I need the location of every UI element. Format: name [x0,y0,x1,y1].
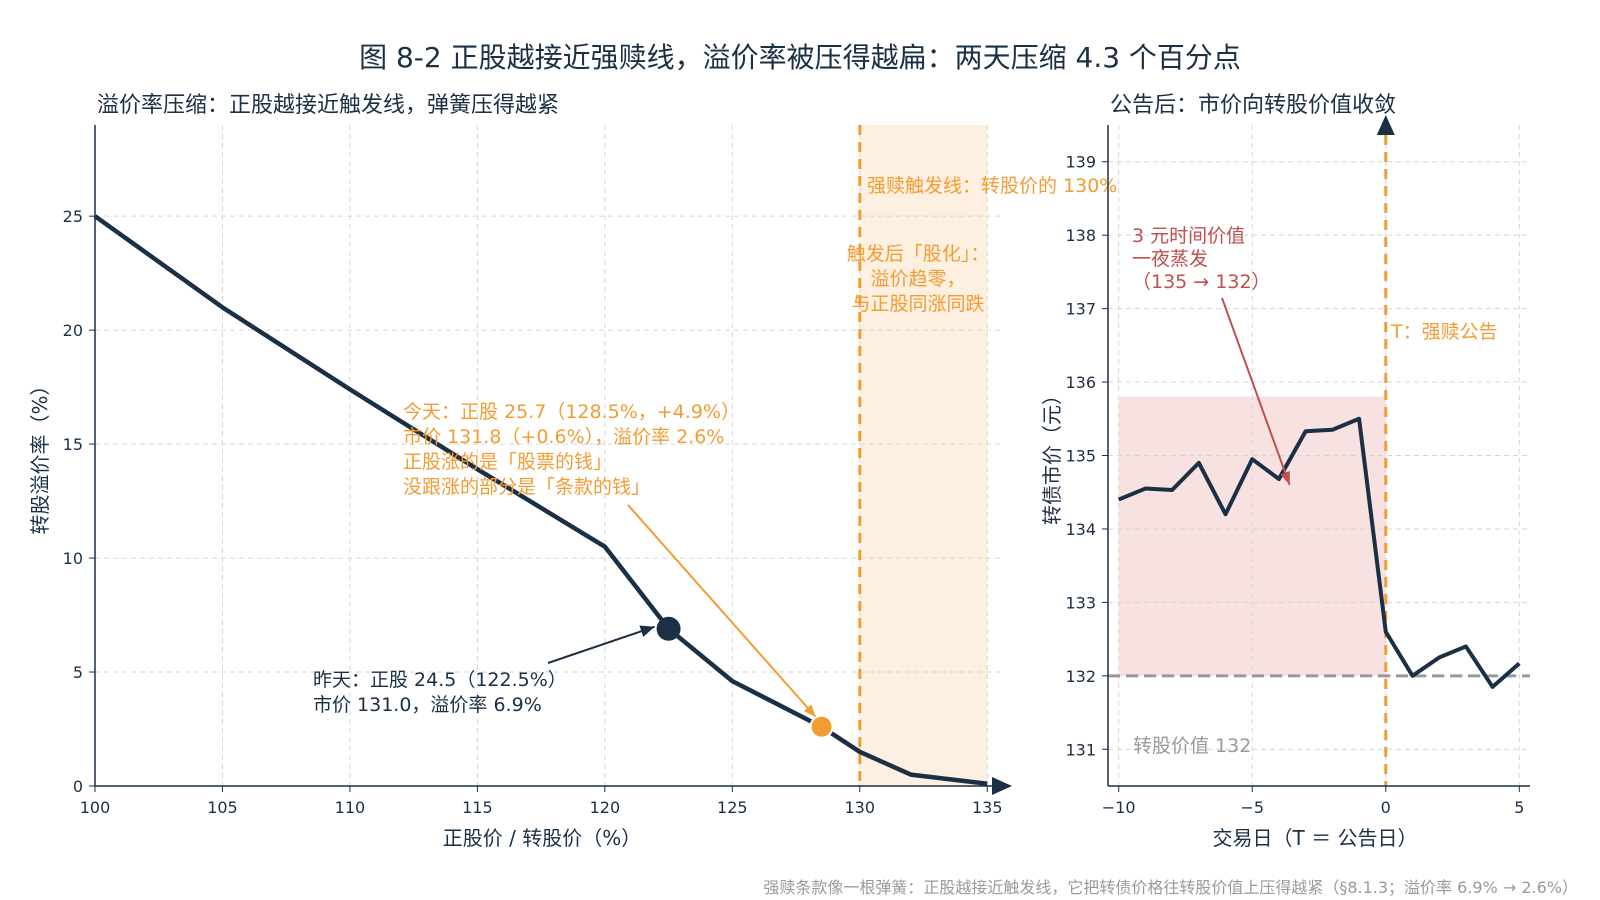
right-x-tick-label: −5 [1240,798,1264,817]
yesterday-arrowhead-icon [639,625,655,637]
right-y-tick-label: 137 [1065,300,1096,319]
today-point [809,714,834,739]
post-trigger-annotation: 触发后「股化」： 溢价趋零， 与正股同涨同跌 [847,243,990,315]
right-y-tick-label: 138 [1065,226,1096,245]
footnote: 强赎条款像一根弹簧：正股越接近触发线，它把转债价格往转股价值上压得越紧（§8.1… [763,878,1578,897]
time-value-line-3: （135 → 132） [1132,271,1271,293]
announcement-arrow-icon [1376,115,1395,135]
right-y-ticks: 131 132 133 134 135 136 137 138 139 [1065,153,1108,759]
right-y-tick-label: 131 [1065,740,1096,759]
left-y-tick-label: 25 [63,207,83,226]
announcement-annotation: T：强赎公告 [1390,321,1498,343]
right-y-tick-label: 139 [1065,153,1096,172]
left-y-tick-label: 0 [73,777,83,796]
today-line-3: 正股涨的是「股票的钱」 [403,451,612,473]
left-x-tick-label: 130 [845,798,876,817]
time-value-arrow [1221,297,1291,486]
x-axis-arrow-icon [992,777,1012,795]
post-trigger-line-3: 与正股同涨同跌 [851,293,984,315]
post-trigger-line-1: 触发后「股化」： [847,243,990,265]
left-x-tick-label: 120 [590,798,621,817]
left-panel-title: 溢价率压缩：正股越接近触发线，弹簧压得越紧 [97,93,559,118]
today-line-4: 没跟涨的部分是「条款的钱」 [403,476,650,498]
left-x-ticks: 100 105 110 115 120 125 130 135 [80,786,1003,817]
right-panel: 公告后：市价向转股价值收敛 −10 −5 0 5 131 132 133 134 135 136… [1040,93,1530,850]
right-x-tick-label: 0 [1381,798,1391,817]
conversion-value-annotation: 转股价值 132 [1133,735,1251,757]
right-panel-title: 公告后：市价向转股价值收敛 [1110,93,1396,118]
left-x-tick-label: 115 [462,798,493,817]
right-y-tick-label: 136 [1065,373,1096,392]
left-x-tick-label: 105 [207,798,238,817]
time-value-line-2: 一夜蒸发 [1132,248,1208,270]
right-y-tick-label: 135 [1065,447,1096,466]
left-y-ticks: 0 5 10 15 20 25 [63,207,95,796]
left-x-tick-label: 100 [80,798,111,817]
today-line-2: 市价 131.8（+0.6%），溢价率 2.6% [403,426,724,448]
today-annotation-arrow [627,504,817,718]
left-y-tick-label: 5 [73,663,83,682]
left-x-tick-label: 125 [717,798,748,817]
right-y-tick-label: 132 [1065,667,1096,686]
post-trigger-shaded-region [859,125,988,786]
left-panel: 溢价率压缩：正股越接近触发线，弹簧压得越紧 100 105 110 115 120 125… [28,93,1117,850]
right-y-tick-label: 134 [1065,520,1096,539]
today-line-1: 今天：正股 25.7（128.5%，+4.9%） [403,401,740,423]
right-x-tick-label: −10 [1102,798,1136,817]
trigger-annotation: 强赎触发线：转股价的 130% [867,175,1117,197]
today-arrowhead-icon [803,704,816,717]
right-x-tick-label: 5 [1514,798,1524,817]
today-annotation: 今天：正股 25.7（128.5%，+4.9%） 市价 131.8（+0.6%）… [403,401,740,498]
time-value-annotation: 3 元时间价值 一夜蒸发 （135 → 132） [1132,225,1271,293]
left-y-tick-label: 15 [63,435,83,454]
right-x-ticks: −10 −5 0 5 [1102,786,1524,817]
left-y-tick-label: 10 [63,549,83,568]
left-y-tick-label: 20 [63,321,83,340]
right-y-axis-label: 转债市价（元） [1040,385,1064,525]
yesterday-line-1: 昨天：正股 24.5（122.5%） [313,669,567,691]
yesterday-point [656,616,681,641]
yesterday-annotation: 昨天：正股 24.5（122.5%） 市价 131.0，溢价率 6.9% [313,669,567,716]
left-x-tick-label: 110 [335,798,366,817]
yesterday-annotation-arrow [547,625,655,664]
left-x-tick-label: 135 [972,798,1003,817]
right-y-tick-label: 133 [1065,593,1096,612]
right-x-axis-label: 交易日（T ＝ 公告日） [1213,826,1418,850]
post-trigger-line-2: 溢价趋零， [870,268,965,290]
price-line [1117,416,1521,689]
time-value-arrowhead-icon [1280,470,1290,485]
figure-title: 图 8-2 正股越接近强赎线，溢价率被压得越扁：两天压缩 4.3 个百分点 [359,41,1241,74]
left-x-axis-label: 正股价 / 转股价（%） [443,826,641,850]
yesterday-line-2: 市价 131.0，溢价率 6.9% [313,694,542,716]
left-y-axis-label: 转股溢价率（%） [28,375,52,534]
time-value-line-1: 3 元时间价值 [1132,225,1245,247]
